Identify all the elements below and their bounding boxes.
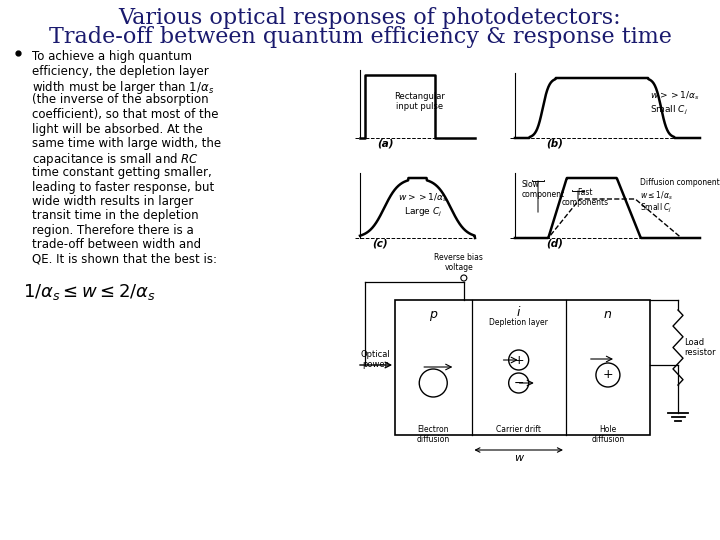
Text: (the inverse of the absorption: (the inverse of the absorption — [32, 93, 209, 106]
Circle shape — [508, 350, 528, 370]
Text: (c): (c) — [372, 238, 388, 248]
Text: Electron
diffusion: Electron diffusion — [417, 425, 450, 444]
Text: light will be absorbed. At the: light will be absorbed. At the — [32, 123, 203, 136]
Text: +: + — [603, 368, 613, 381]
Text: −: − — [513, 376, 524, 389]
Text: QE. It is shown that the best is:: QE. It is shown that the best is: — [32, 253, 217, 266]
Bar — [395, 300, 650, 435]
Text: Hole
diffusion: Hole diffusion — [591, 425, 624, 444]
Text: efficiency, the depletion layer: efficiency, the depletion layer — [32, 64, 209, 78]
Text: (a): (a) — [377, 138, 393, 148]
Text: $w >> 1/\alpha_s$
Large $C_j$: $w >> 1/\alpha_s$ Large $C_j$ — [398, 192, 448, 219]
Text: Slow
component: Slow component — [522, 180, 565, 199]
Text: same time with large width, the: same time with large width, the — [32, 137, 221, 150]
Text: Trade-off between quantum efficiency & response time: Trade-off between quantum efficiency & r… — [48, 26, 672, 48]
Text: +: + — [513, 354, 524, 367]
Text: Optical
power: Optical power — [360, 350, 390, 369]
Circle shape — [419, 369, 447, 397]
Text: $w >> 1/\alpha_s$
Small $C_j$: $w >> 1/\alpha_s$ Small $C_j$ — [650, 90, 699, 117]
Text: Fast
components: Fast components — [562, 188, 608, 207]
Text: Rectangular
input pulse: Rectangular input pulse — [395, 92, 446, 111]
Circle shape — [461, 275, 467, 281]
Text: Various optical responses of photodetectors:: Various optical responses of photodetect… — [119, 7, 621, 29]
Text: w: w — [514, 453, 523, 463]
Text: transit time in the depletion: transit time in the depletion — [32, 210, 199, 222]
Text: Carrier drift: Carrier drift — [496, 425, 541, 434]
Text: Small $C_j$: Small $C_j$ — [640, 202, 672, 215]
Text: n: n — [604, 308, 612, 321]
Circle shape — [508, 373, 528, 393]
Text: To achieve a high quantum: To achieve a high quantum — [32, 50, 192, 63]
Text: Reverse bias
voltage: Reverse bias voltage — [434, 253, 483, 272]
Text: width must be larger than $1/\alpha_s$: width must be larger than $1/\alpha_s$ — [32, 79, 214, 96]
Text: (b): (b) — [546, 138, 564, 148]
Text: $1/\alpha_s \leq w \leq 2/\alpha_s$: $1/\alpha_s \leq w \leq 2/\alpha_s$ — [24, 282, 156, 302]
Text: (d): (d) — [546, 238, 564, 248]
Text: i: i — [517, 306, 521, 319]
Text: leading to faster response, but: leading to faster response, but — [32, 180, 215, 193]
Text: $w \leq 1/\alpha_s$: $w \leq 1/\alpha_s$ — [640, 190, 672, 202]
Text: Diffusion component:: Diffusion component: — [640, 178, 720, 187]
Text: Depletion layer: Depletion layer — [489, 318, 548, 327]
Text: region. Therefore there is a: region. Therefore there is a — [32, 224, 194, 237]
Text: wide width results in larger: wide width results in larger — [32, 195, 194, 208]
Circle shape — [596, 363, 620, 387]
Text: capacitance is small and $\it{RC}$: capacitance is small and $\it{RC}$ — [32, 152, 199, 168]
Text: trade-off between width and: trade-off between width and — [32, 239, 201, 252]
Text: Load
resistor: Load resistor — [684, 338, 716, 357]
Text: time constant getting smaller,: time constant getting smaller, — [32, 166, 212, 179]
Text: coefficient), so that most of the: coefficient), so that most of the — [32, 108, 218, 121]
Text: p: p — [429, 308, 437, 321]
